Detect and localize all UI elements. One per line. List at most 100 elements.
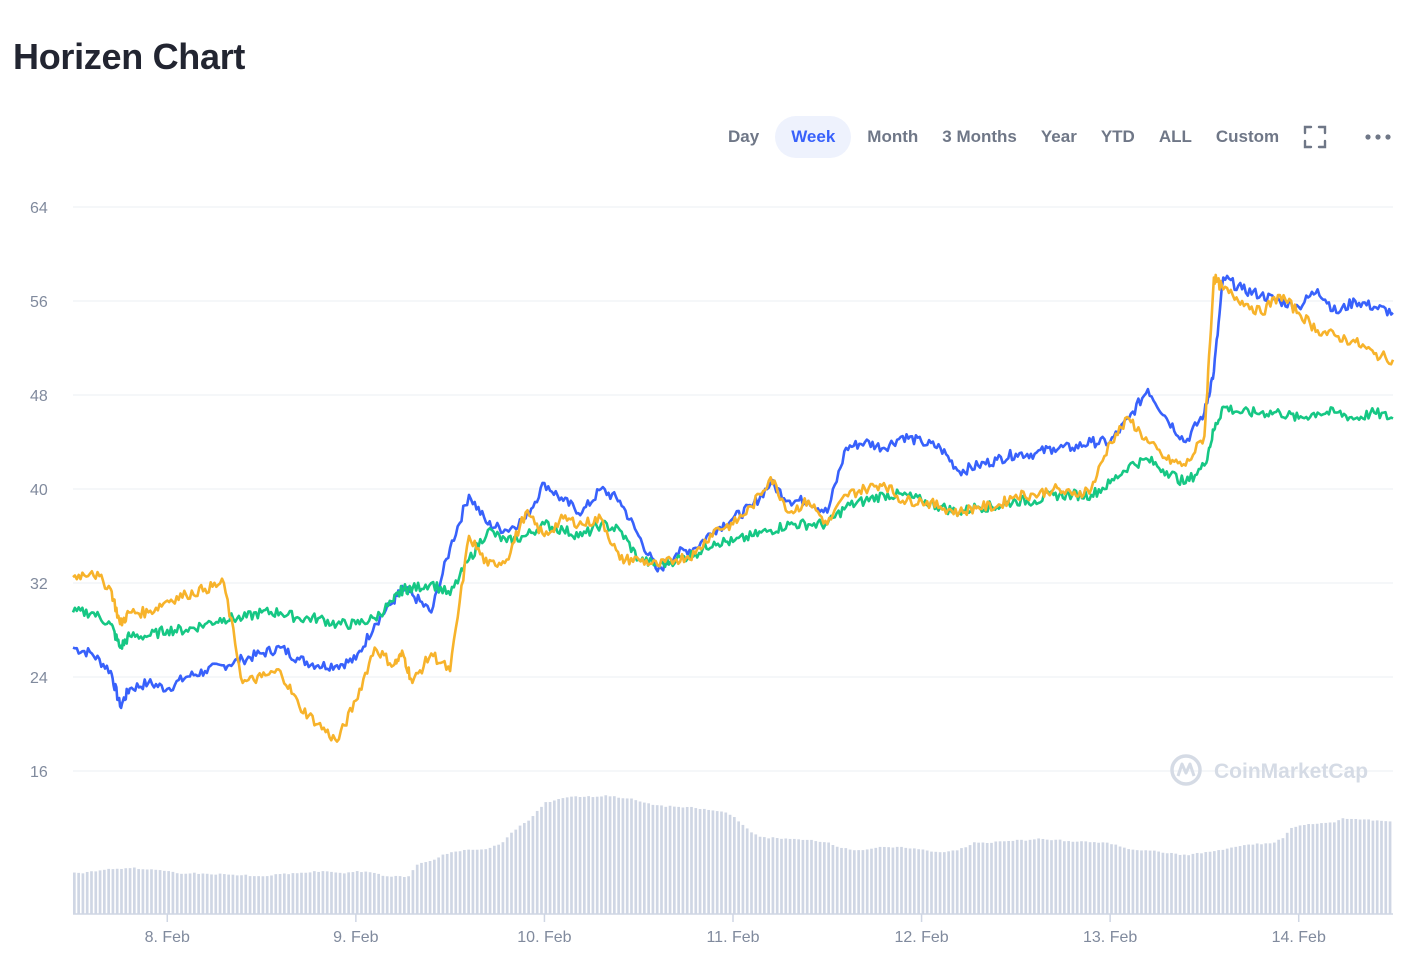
more-dots-icon	[1365, 134, 1391, 140]
volume-bar	[1024, 840, 1028, 914]
range-year-button[interactable]: Year	[1033, 116, 1085, 158]
volume-bar	[1281, 838, 1285, 914]
volume-bar	[1260, 844, 1263, 914]
volume-bar	[428, 861, 432, 914]
volume-bar	[698, 809, 702, 914]
volume-bar	[630, 798, 633, 914]
volume-bar	[514, 829, 518, 914]
range-week-button[interactable]: Week	[775, 116, 852, 158]
volume-bar	[625, 798, 629, 914]
volume-bar	[951, 850, 955, 914]
volume-bar	[167, 871, 170, 914]
volume-bar	[1161, 852, 1165, 914]
volume-bar	[287, 874, 290, 914]
volume-bar	[295, 873, 299, 914]
volume-bar	[205, 873, 209, 914]
volume-bar	[810, 839, 813, 914]
volume-bar	[1007, 840, 1010, 914]
volume-bar	[1264, 843, 1268, 914]
volume-bar	[94, 871, 98, 914]
volume-bar	[1071, 841, 1075, 914]
volume-bar	[634, 800, 638, 914]
range-all-button[interactable]: ALL	[1151, 116, 1200, 158]
chart-grid	[73, 206, 1393, 772]
volume-bar	[308, 872, 312, 914]
volume-bar	[1153, 850, 1156, 914]
volume-bar	[561, 798, 565, 914]
volume-bar	[527, 820, 530, 914]
volume-bar	[883, 846, 886, 914]
range-month-button[interactable]: Month	[859, 116, 926, 158]
volume-bar	[1277, 839, 1280, 914]
volume-bar	[1345, 818, 1349, 914]
volume-bar	[445, 853, 449, 914]
x-axis: 8. Feb 9. Feb 10. Feb 11. Feb 12. Feb 13. Feb…	[73, 913, 1393, 946]
volume-bar	[98, 870, 102, 914]
volume-bar	[608, 796, 612, 914]
volume-bar	[120, 868, 123, 914]
more-options-button[interactable]	[1359, 118, 1397, 156]
y-tick-label: 24	[30, 670, 48, 687]
volume-bar	[163, 870, 166, 914]
volume-bar	[900, 846, 903, 914]
volume-bar	[411, 870, 415, 914]
time-range-toolbar: Day Week Month 3 Months Year YTD ALL Cus…	[716, 116, 1291, 158]
volume-bar	[1363, 819, 1366, 914]
range-3months-button[interactable]: 3 Months	[934, 116, 1025, 158]
volume-bar	[964, 847, 968, 914]
volume-bar	[1285, 832, 1289, 914]
volume-bar	[617, 797, 620, 914]
volume-bar	[330, 871, 333, 914]
volume-bar	[283, 873, 286, 914]
volume-bar	[1114, 844, 1118, 914]
volume-bar	[497, 844, 500, 914]
volume-bar	[1217, 850, 1220, 914]
volume-bar	[394, 875, 398, 914]
volume-bar	[1183, 854, 1186, 914]
volume-bar	[973, 842, 976, 914]
volume-bar	[133, 867, 136, 914]
volume-bar	[1337, 820, 1340, 914]
range-ytd-button[interactable]: YTD	[1093, 116, 1143, 158]
volume-bar	[1225, 848, 1229, 914]
x-tick-label: 9. Feb	[333, 929, 378, 946]
volume-bar	[493, 845, 496, 914]
volume-bar	[313, 871, 316, 914]
volume-bars	[73, 795, 1392, 914]
volume-bar	[660, 805, 663, 914]
volume-bar	[523, 823, 526, 914]
range-custom-button[interactable]: Custom	[1208, 116, 1287, 158]
volume-bar	[1358, 819, 1362, 914]
volume-bar	[737, 821, 740, 914]
volume-bar	[1367, 819, 1370, 914]
volume-bar	[1127, 849, 1130, 914]
volume-bar	[223, 874, 226, 914]
volume-bar	[745, 828, 749, 914]
volume-bar	[111, 869, 115, 914]
volume-bar	[878, 846, 882, 914]
volume-bar	[325, 871, 329, 914]
volume-bar	[390, 876, 393, 914]
volume-bar	[85, 871, 89, 914]
volume-bar	[960, 848, 963, 914]
volume-bar	[261, 876, 265, 914]
volume-bar	[1273, 842, 1276, 914]
y-axis: 16 24 32 40 48 56 64	[30, 200, 48, 781]
volume-bar	[278, 874, 282, 914]
volume-bar	[1003, 841, 1006, 914]
fullscreen-button[interactable]	[1296, 118, 1334, 156]
volume-bar	[805, 839, 809, 914]
range-day-button[interactable]: Day	[720, 116, 767, 158]
watermark-text: CoinMarketCap	[1214, 760, 1368, 783]
volume-bar	[570, 796, 573, 914]
volume-bar	[715, 811, 719, 914]
volume-bar	[895, 846, 899, 914]
volume-bar	[557, 799, 560, 914]
volume-bar	[420, 862, 423, 914]
volume-bar	[368, 872, 372, 914]
volume-bar	[73, 872, 76, 914]
volume-bar	[385, 876, 389, 914]
volume-bar	[343, 873, 346, 914]
volume-bar	[664, 806, 668, 914]
